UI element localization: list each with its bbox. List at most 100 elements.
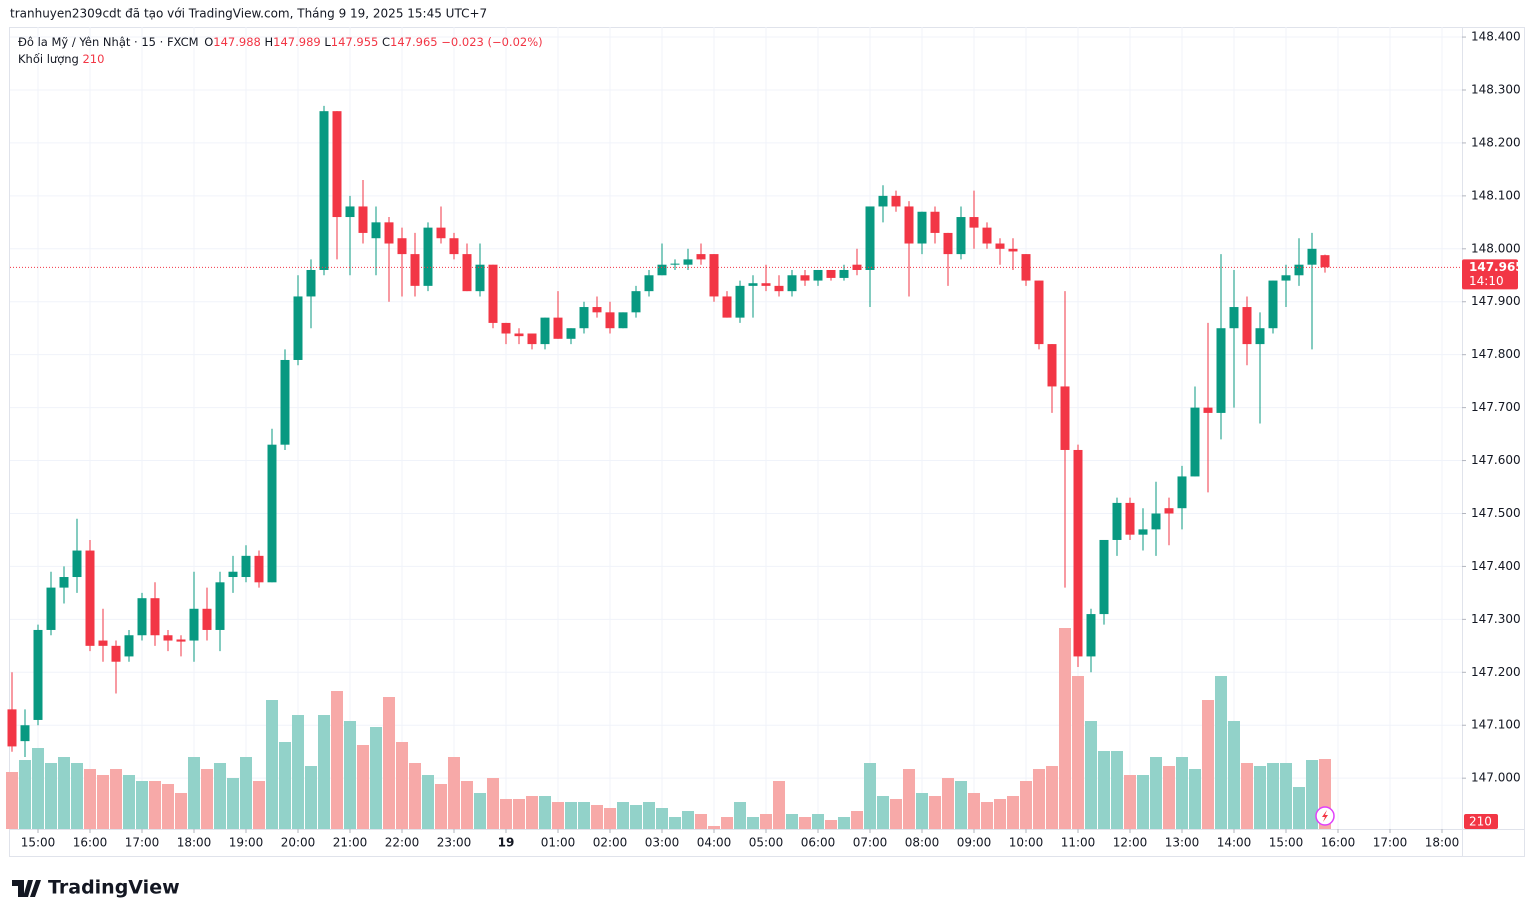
volume-bar	[825, 820, 837, 829]
close-label: C	[382, 35, 390, 49]
x-tick-label: 16:00	[1321, 836, 1356, 850]
y-tick-label: 147.300	[1471, 612, 1521, 626]
x-tick-label: 19:00	[229, 836, 264, 850]
candle-body	[332, 111, 342, 218]
candle-body	[397, 238, 407, 255]
candle-body	[631, 291, 641, 313]
volume-bar	[110, 769, 122, 829]
candle-body	[1138, 529, 1148, 535]
candle-body	[761, 283, 771, 286]
candle-body	[1255, 328, 1265, 345]
low-label: L	[324, 35, 331, 49]
volume-bar	[370, 727, 382, 829]
candle-body	[189, 608, 199, 641]
volume-bar	[1228, 721, 1240, 829]
volume-bar	[318, 715, 330, 829]
y-tick-label: 148.300	[1471, 82, 1521, 96]
candle-body	[319, 111, 329, 270]
y-tick-label: 147.500	[1471, 506, 1521, 520]
candle-body	[228, 571, 238, 578]
volume-bar	[1254, 766, 1266, 829]
candle-body	[774, 285, 784, 292]
volume-bar	[981, 802, 993, 829]
candle-body	[865, 206, 875, 270]
volume-bar	[617, 802, 629, 829]
volume-bar	[656, 808, 668, 829]
candle-body	[1320, 255, 1330, 268]
candle-body	[514, 333, 524, 337]
candle-body	[592, 307, 602, 313]
x-tick-label: 08:00	[905, 836, 940, 850]
candle-body	[917, 211, 927, 244]
candle-body	[501, 322, 511, 334]
candle-body	[1021, 254, 1031, 281]
candle-body	[670, 263, 680, 265]
candle-body	[709, 254, 719, 297]
candle-body	[969, 217, 979, 228]
volume-bar	[565, 802, 577, 829]
candle-body	[241, 555, 251, 578]
y-tick-label: 148.200	[1471, 135, 1521, 149]
volume-bar	[682, 811, 694, 829]
volume-bar	[1085, 721, 1097, 829]
candle-body	[1008, 248, 1018, 252]
volume-bar	[344, 721, 356, 829]
candle-body	[306, 269, 316, 297]
candle-body	[735, 285, 745, 318]
volume-bar	[591, 805, 603, 829]
candle-body	[33, 629, 43, 720]
volume-bar	[32, 748, 44, 829]
volume-bar	[669, 817, 681, 829]
y-tick-label: 147.900	[1471, 294, 1521, 308]
last-price-label: 147.965	[1469, 260, 1524, 274]
open-label: O	[204, 35, 213, 49]
volume-bar	[747, 817, 759, 829]
y-tick-label: 147.700	[1471, 400, 1521, 414]
volume-bar	[1163, 766, 1175, 829]
volume-bar	[1293, 787, 1305, 829]
volume-bar	[45, 763, 57, 829]
volume-bar	[942, 778, 954, 829]
candle-body	[1190, 407, 1200, 477]
volume-bar	[1007, 796, 1019, 829]
x-tick-label: 16:00	[73, 836, 108, 850]
volume-bar	[773, 781, 785, 829]
x-tick-label: 18:00	[177, 836, 212, 850]
candle-body	[1047, 344, 1057, 387]
volume-bar	[175, 793, 187, 829]
candle-body	[1112, 502, 1122, 540]
volume-bar	[864, 763, 876, 829]
y-tick-label: 148.100	[1471, 188, 1521, 202]
x-tick-label: 11:00	[1061, 836, 1096, 850]
candle-body	[1164, 508, 1174, 514]
volume-bar	[799, 817, 811, 829]
volume-bar	[162, 784, 174, 829]
volume-bar	[760, 814, 772, 829]
volume-bar	[1046, 766, 1058, 829]
candle-body	[1177, 476, 1187, 509]
volume-bar	[500, 799, 512, 829]
volume-bar	[305, 766, 317, 829]
x-tick-label: 15:00	[1269, 836, 1304, 850]
candle-body	[943, 232, 953, 255]
x-tick-label: 03:00	[645, 836, 680, 850]
x-tick-label: 19	[498, 836, 515, 850]
volume-value: 210	[82, 52, 104, 66]
candle-body	[475, 264, 485, 292]
x-tick-label: 01:00	[541, 836, 576, 850]
low-value: 147.955	[331, 35, 379, 49]
volume-bar	[331, 691, 343, 829]
candle-body	[488, 264, 498, 323]
candle-body	[1242, 307, 1252, 345]
x-tick-label: 15:00	[21, 836, 56, 850]
candle-body	[1216, 328, 1226, 413]
axes: 148.400 148.300 148.200 148.100 148.000 147.9…	[10, 30, 1524, 850]
candle-body	[540, 317, 550, 345]
volume-bar	[279, 742, 291, 829]
x-tick-label: 05:00	[749, 836, 784, 850]
candle-body	[527, 333, 537, 345]
candle-body	[436, 227, 446, 239]
flash-bolt	[1322, 810, 1328, 822]
volume-bar	[409, 763, 421, 829]
volume-bar	[929, 796, 941, 829]
